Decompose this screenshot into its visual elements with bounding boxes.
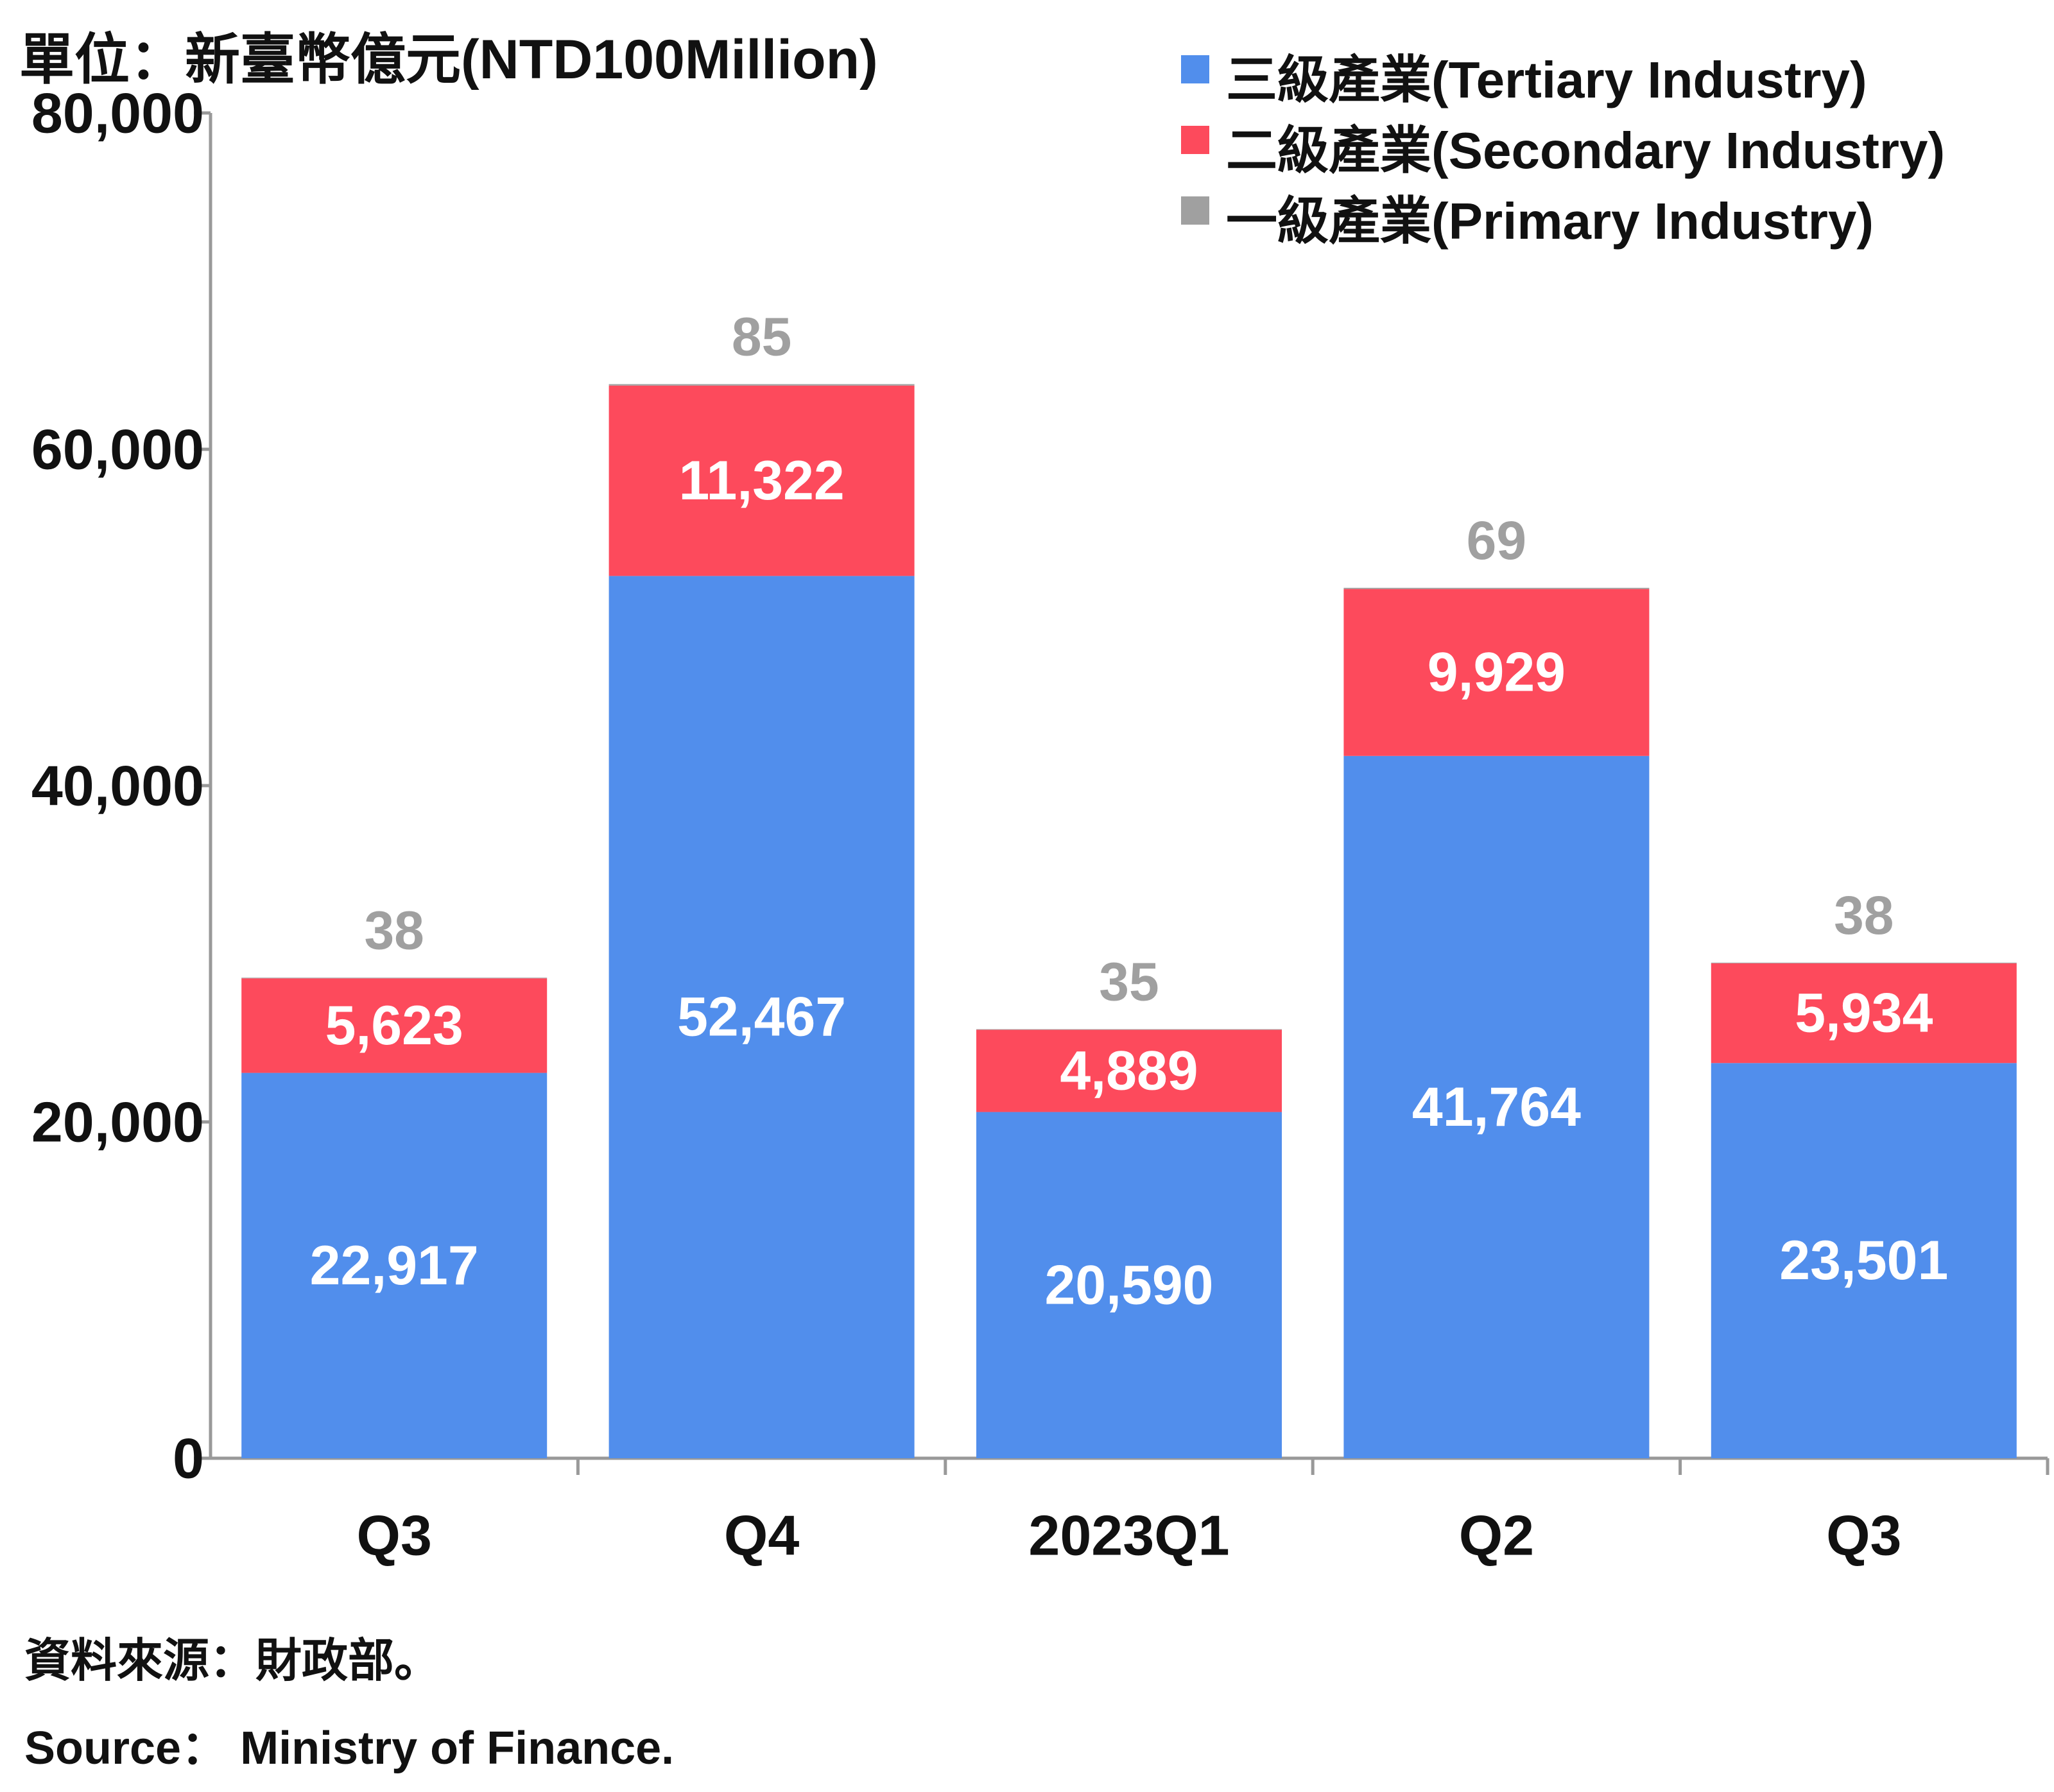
legend-swatch-secondary (1181, 126, 1209, 154)
data-label-tertiary: 41,764 (1412, 1076, 1581, 1138)
data-label-primary: 35 (1099, 952, 1159, 1012)
data-label-primary: 38 (364, 900, 424, 960)
data-label-primary: 69 (1467, 510, 1526, 571)
data-label-tertiary: 22,917 (310, 1235, 479, 1297)
legend-label-tertiary: 三級產業(Tertiary Industry) (1226, 51, 1867, 108)
bar-tertiary (976, 1112, 1282, 1458)
bar-tertiary (1343, 755, 1650, 1458)
bar-primary (1343, 587, 1650, 589)
data-label-tertiary: 23,501 (1779, 1230, 1948, 1291)
data-label-secondary: 11,322 (678, 450, 844, 512)
y-tick-label: 20,000 (31, 1090, 204, 1154)
bar-secondary (1343, 589, 1650, 756)
bar-tertiary (1711, 1063, 2017, 1458)
bar-secondary (241, 978, 548, 1073)
data-label-secondary: 9,929 (1428, 642, 1566, 703)
y-tick-label: 80,000 (31, 82, 204, 145)
legend-swatch-tertiary (1181, 55, 1209, 83)
bar-tertiary (608, 576, 915, 1458)
source-line-english: Source： Ministry of Finance. (24, 1723, 675, 1774)
legend-label-secondary: 二級產業(Secondary Industry) (1226, 122, 1946, 179)
legend-swatch-primary (1181, 196, 1209, 225)
data-label-tertiary: 20,590 (1044, 1254, 1213, 1316)
bar-secondary (1711, 963, 2017, 1064)
data-label-secondary: 5,623 (325, 995, 463, 1056)
source-note: 資料來源：財政部。 Source： Ministry of Finance. (24, 1617, 674, 1792)
data-label-secondary: 5,934 (1795, 983, 1933, 1044)
unit-label: 單位：新臺幣億元(NTD100Million) (19, 29, 878, 90)
y-tick-label: 0 (173, 1427, 204, 1490)
data-label-primary: 38 (1834, 885, 1894, 945)
y-tick-label: 40,000 (31, 754, 204, 818)
legend-label-primary: 一級產業(Primary Industry) (1226, 193, 1874, 250)
x-tick-label: Q3 (1826, 1504, 1901, 1567)
data-label-secondary: 4,889 (1060, 1040, 1198, 1101)
x-tick-label: Q3 (357, 1504, 432, 1567)
data-label-primary: 85 (732, 307, 791, 367)
bar-secondary (608, 385, 915, 576)
bar-primary (608, 384, 915, 386)
x-tick-label: Q4 (724, 1504, 799, 1567)
x-tick-label: 2023Q1 (1028, 1504, 1229, 1567)
y-tick-label: 60,000 (31, 418, 204, 481)
bar-tertiary (241, 1073, 548, 1458)
data-label-tertiary: 52,467 (677, 986, 846, 1048)
x-tick-label: Q2 (1459, 1504, 1534, 1567)
bar-secondary (976, 1030, 1282, 1112)
source-line-chinese: 資料來源：財政部。 (24, 1635, 441, 1687)
